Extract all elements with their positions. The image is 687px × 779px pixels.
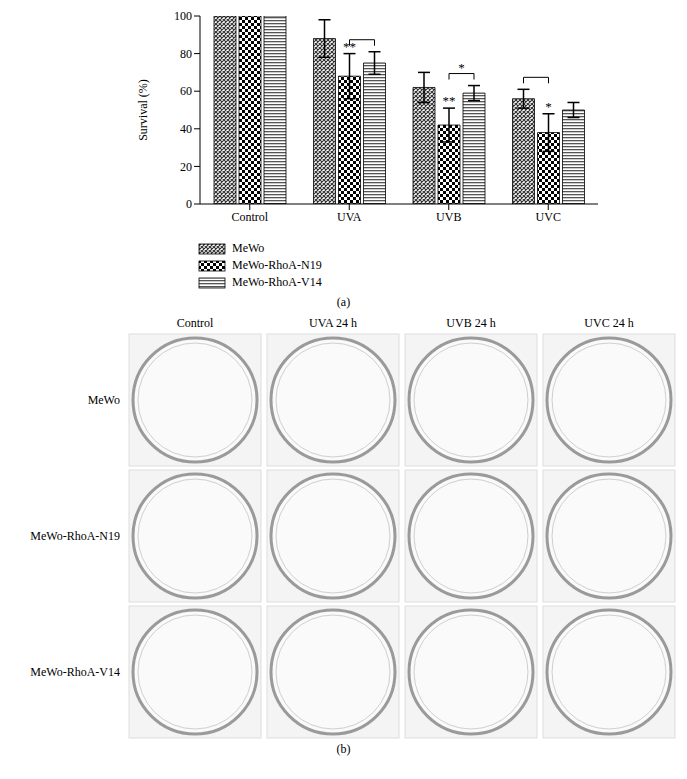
svg-text:100: 100: [174, 9, 192, 23]
svg-text:40: 40: [180, 122, 192, 136]
svg-text:UVA: UVA: [337, 210, 362, 224]
svg-text:*: *: [458, 60, 465, 75]
svg-text:UVB: UVB: [436, 210, 461, 224]
html-text:MeWo-RhoA-V14: MeWo-RhoA-V14: [232, 275, 322, 289]
html-text:MeWo: MeWo: [232, 241, 265, 255]
svg-text:**: **: [443, 93, 456, 108]
html-text:UVA 24 h: UVA 24 h: [309, 316, 357, 330]
html-text:UVB 24 h: UVB 24 h: [446, 316, 496, 330]
html-text:(b): (b): [336, 742, 351, 756]
svg-text:60: 60: [180, 84, 192, 98]
html-text:MeWo-RhoA-N19: MeWo-RhoA-N19: [232, 258, 322, 272]
svg-text:Survival (%): Survival (%): [136, 79, 150, 141]
svg-text:UVC: UVC: [536, 210, 561, 224]
html-text:MeWo-RhoA-N19: MeWo-RhoA-N19: [30, 528, 120, 543]
html-text:UVC 24 h: UVC 24 h: [584, 316, 634, 330]
svg-text:*: *: [545, 99, 552, 114]
svg-text:0: 0: [186, 197, 192, 211]
svg-text:80: 80: [180, 47, 192, 61]
html-text:MeWo: MeWo: [87, 392, 120, 407]
html-text:Control: Control: [176, 316, 214, 330]
html-text:(a): (a): [336, 295, 351, 309]
svg-text:Control: Control: [231, 210, 268, 224]
svg-text:20: 20: [180, 160, 192, 174]
html-text:MeWo-RhoA-V14: MeWo-RhoA-V14: [30, 664, 120, 679]
